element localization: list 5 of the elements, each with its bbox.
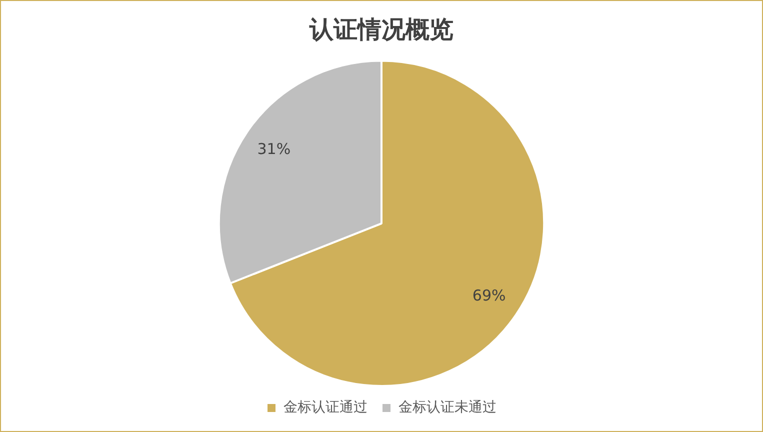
data-label: 31% <box>257 140 291 158</box>
data-label: 69% <box>472 286 506 304</box>
legend-label: 金标认证未通过 <box>398 400 496 416</box>
legend-label: 金标认证通过 <box>284 400 368 416</box>
chart-title: 认证情况概览 <box>308 14 454 44</box>
